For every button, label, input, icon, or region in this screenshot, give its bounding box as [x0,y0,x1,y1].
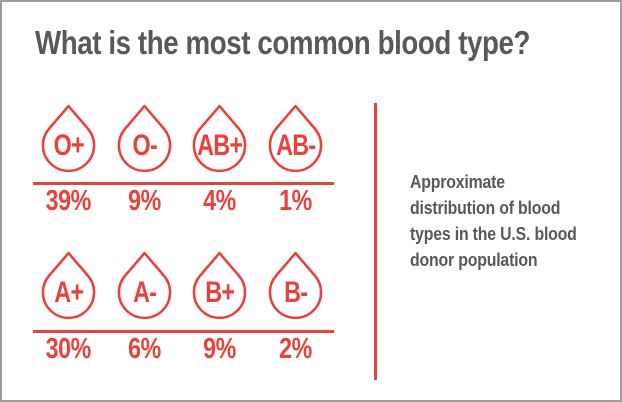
drop-label: B+ [205,276,235,309]
drop-label: O- [132,129,157,162]
drop-b-positive: B+ [182,250,258,320]
percent-cell: 1% [258,187,334,216]
percent-label: 9% [127,185,161,217]
percent-label: 2% [278,333,312,365]
drop-ab-negative: AB- [258,103,334,173]
drop-o-negative: O- [107,103,183,173]
blood-drop-icon [192,251,247,320]
page-title: What is the most common blood type? [35,24,620,61]
annotation-line: donor population [410,250,538,270]
blood-type-row-2: A+ A- B+ B- [31,250,333,320]
blood-drop-icon [117,251,172,320]
blood-type-row-1: O+ O- AB+ AB- [31,103,333,173]
percent-label: 39% [46,185,92,217]
blood-drop-icon [41,251,96,320]
row-1-percentages: 39% 9% 4% 1% [31,187,333,216]
drop-a-positive: A+ [31,250,107,320]
annotation-note: Approximate distribution of blood types … [410,169,599,273]
percent-label: 1% [278,185,312,217]
percent-label: 4% [203,185,237,217]
percent-label: 9% [203,333,237,365]
drop-label: AB+ [197,129,243,162]
drop-label: B- [283,276,308,309]
percent-cell: 6% [107,335,183,364]
blood-drop-icon [117,104,172,173]
percent-label: 6% [127,333,161,365]
annotation-line: types in the U.S. blood [410,224,577,244]
percent-cell: 9% [182,335,258,364]
blood-drop-icon [192,104,247,173]
percent-cell: 4% [182,187,258,216]
drop-o-positive: O+ [31,103,107,173]
drop-label: A+ [54,276,84,309]
vertical-divider [374,103,377,380]
blood-drop-icon [268,104,323,173]
drop-b-negative: B- [258,250,334,320]
drop-label: AB- [275,129,316,162]
annotation-line: Approximate [410,172,505,192]
page-title-text: What is the most common blood type? [35,24,531,61]
blood-drop-icon [41,104,96,173]
drop-label: O+ [53,129,85,162]
blood-drop-icon [268,251,323,320]
percent-cell: 39% [31,187,107,216]
percent-cell: 9% [107,187,183,216]
annotation-line: distribution of blood [410,198,561,218]
percent-label: 30% [46,333,92,365]
row-2-underline [33,330,334,333]
drop-ab-positive: AB+ [182,103,258,173]
percent-cell: 30% [31,335,107,364]
drop-label: A- [132,276,157,309]
row-1-underline [33,182,334,185]
drop-a-negative: A- [107,250,183,320]
percent-cell: 2% [258,335,334,364]
row-2-percentages: 30% 6% 9% 2% [31,335,333,364]
